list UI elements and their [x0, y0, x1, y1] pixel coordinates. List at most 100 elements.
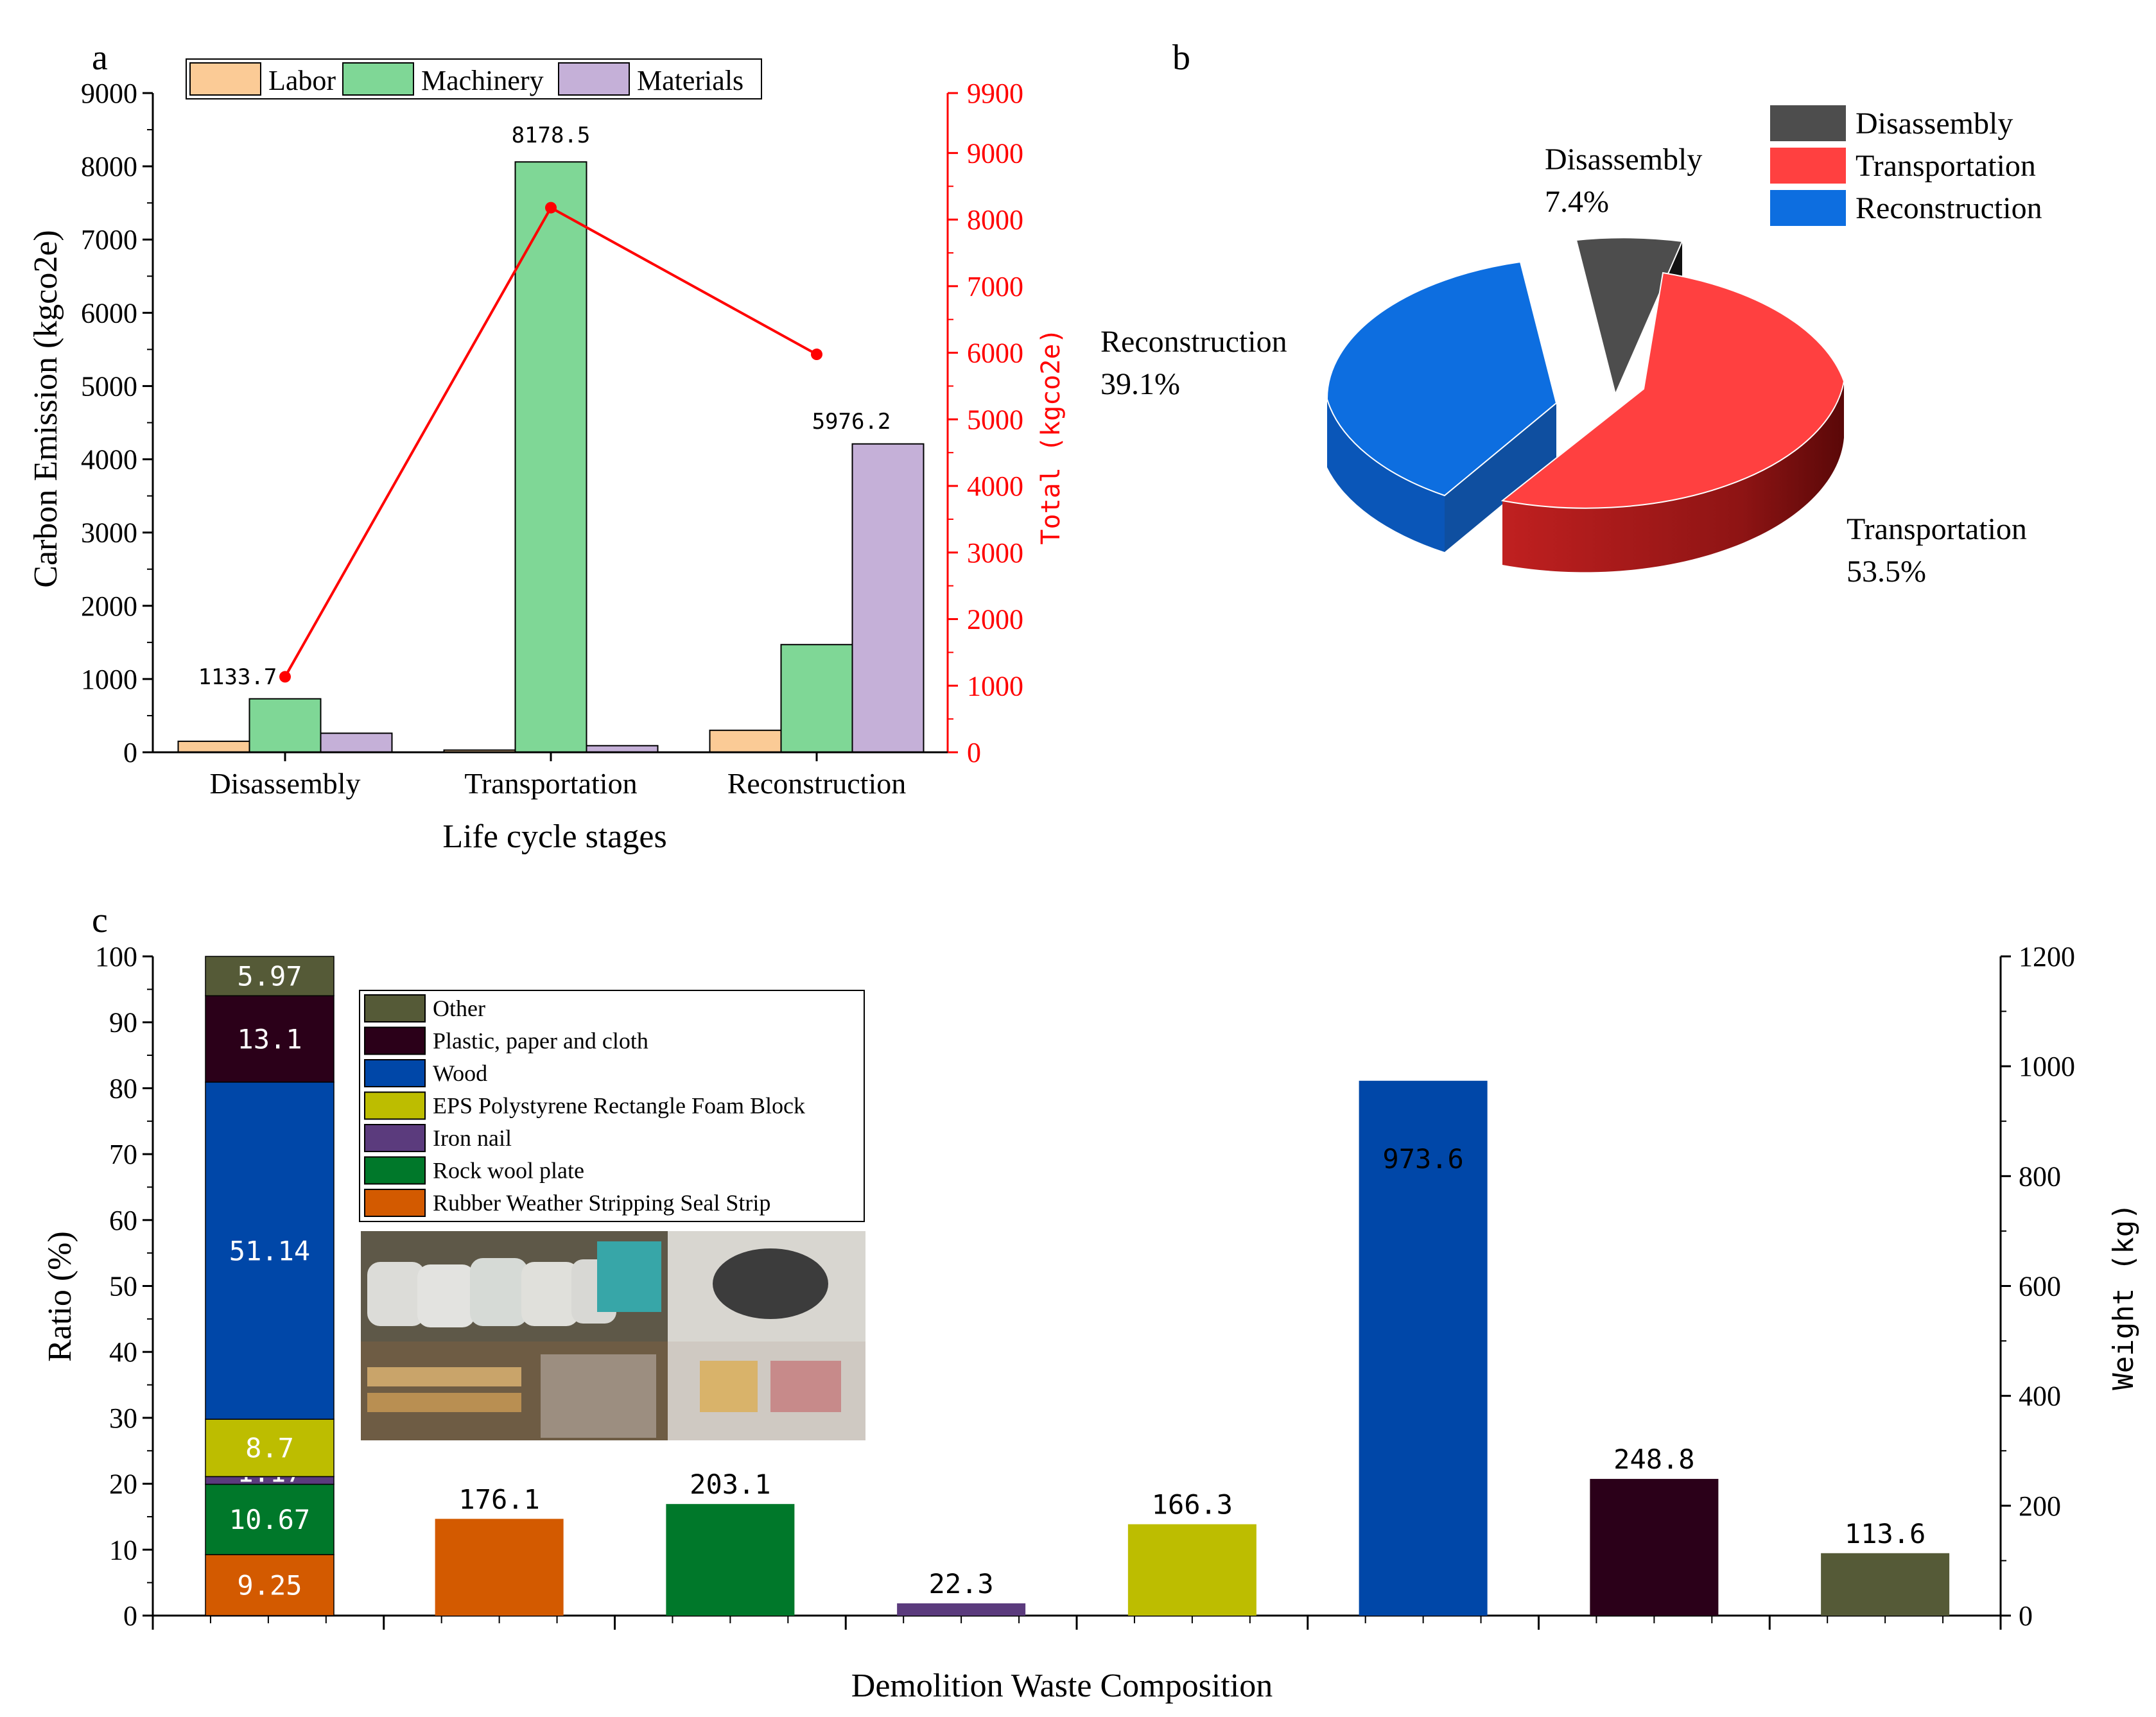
c-y-tick-label: 80	[109, 1073, 137, 1104]
y2-tick-label: 4000	[967, 470, 1023, 502]
weight-bar-rock-wool-label: 203.1	[690, 1469, 770, 1500]
c-y-tick-label: 20	[109, 1469, 137, 1500]
legend-label-wood: Wood	[433, 1060, 487, 1086]
photo-bag	[417, 1264, 475, 1327]
bar-machinery	[248, 698, 322, 753]
panel-a-y2-axis-title: Total (kgco2e)	[1036, 328, 1066, 544]
c-y-tick-label: 60	[109, 1205, 137, 1236]
legend-swatch-iron-nail	[364, 1124, 426, 1152]
legend-swatch-other	[364, 994, 426, 1022]
legend-swatch-disassembly	[1770, 105, 1846, 141]
weight-bar-eps-label: 166.3	[1152, 1489, 1233, 1521]
photo-mixed-item	[700, 1361, 758, 1412]
segment-rubber-label: 9.25	[237, 1570, 302, 1601]
y-tick-label: 5000	[81, 370, 137, 402]
c-y2-tick-label: 600	[2019, 1271, 2061, 1302]
c-y-tick-label: 70	[109, 1139, 137, 1170]
x-tick-label: Reconstruction	[727, 767, 907, 800]
weight-bar-rock-wool	[666, 1504, 795, 1616]
segment-wood	[205, 1082, 335, 1420]
y-tick-label: 4000	[81, 444, 137, 476]
panel-c-chart: c 01020304050607080901000200400600800100…	[42, 901, 2140, 1704]
pie-label-reconstruction-name: Reconstruction	[1100, 325, 1287, 359]
c-y2-tick-label: 1200	[2019, 941, 2075, 972]
weight-bar-plastic	[1590, 1479, 1719, 1616]
y-tick-label: 3000	[81, 517, 137, 549]
panel-a-x-axis-title: Life cycle stages	[442, 818, 666, 855]
pie-slice-transportation	[1500, 272, 1845, 573]
c-y-tick-label: 100	[95, 941, 137, 972]
legend-swatch-labor	[189, 62, 261, 96]
y2-tick-label: 9000	[967, 137, 1023, 169]
legend-swatch-plastic	[364, 1026, 426, 1055]
pie-label-disassembly-name: Disassembly	[1545, 142, 1702, 177]
weight-bar-iron-nail	[897, 1603, 1026, 1616]
photo-foam-blocks	[597, 1241, 661, 1312]
photo-bag	[367, 1262, 425, 1326]
total-point	[811, 349, 822, 361]
total-point	[545, 202, 557, 214]
legend-swatch-materials	[558, 62, 630, 96]
total-data-label: 1133.7	[198, 664, 277, 690]
segment-plastic	[205, 995, 335, 1083]
legend-label-iron-nail: Iron nail	[433, 1125, 512, 1151]
panel-a-bars	[177, 161, 925, 754]
y2-tick-label: 1000	[967, 670, 1023, 702]
pie-side-transportation	[1502, 381, 1844, 573]
y2-tick-label: 8000	[967, 204, 1023, 236]
c-y2-tick-label: 800	[2019, 1160, 2061, 1192]
weight-bar-plastic-label: 248.8	[1613, 1444, 1694, 1475]
segment-other	[205, 956, 335, 997]
pie-label-disassembly-pct: 7.4%	[1545, 185, 1609, 219]
total-data-label: 5976.2	[812, 409, 891, 435]
panel-a-right-axis: 0 1000 2000 3000 4000 5000 6000 7000 8000 9000 990…	[946, 78, 1023, 768]
bar-labor	[709, 729, 782, 754]
legend-label-machinery: Machinery	[421, 65, 544, 96]
bar-labor	[177, 740, 250, 753]
pie-slice-reconstruction	[1326, 261, 1558, 552]
legend-label-reconstruction: Reconstruction	[1856, 191, 2042, 225]
panel-c-weight-bars: 176.1 203.1 22.3 166.3 973.6 248.8 113.6	[435, 1080, 1950, 1616]
total-data-label: 8178.5	[512, 123, 591, 148]
pie-top-reconstruction	[1326, 261, 1558, 497]
pie-side-reconstruction-inner	[1445, 403, 1556, 552]
panel-a-letter: a	[92, 38, 108, 78]
c-y-tick-label: 50	[109, 1271, 137, 1302]
legend-swatch-wood	[364, 1059, 426, 1087]
legend-label-rock-wool: Rock wool plate	[433, 1158, 584, 1184]
pie-slice-disassembly	[1575, 237, 1683, 397]
segment-wood-label: 51.14	[229, 1235, 310, 1266]
pie-label-reconstruction-pct: 39.1%	[1100, 367, 1180, 401]
segment-eps	[205, 1419, 335, 1478]
weight-bar-other	[1821, 1553, 1950, 1616]
legend-swatch-eps	[364, 1091, 426, 1120]
weight-bar-eps	[1127, 1524, 1256, 1616]
c-y-tick-label: 10	[109, 1534, 137, 1566]
weight-bar-wood	[1359, 1080, 1488, 1616]
y2-tick-label: 9900	[967, 78, 1023, 109]
legend-label-materials: Materials	[637, 65, 743, 96]
photo-rubber-coil	[713, 1248, 828, 1319]
panel-c-y-axis-title: Ratio (%)	[42, 1231, 78, 1362]
legend-label-plastic: Plastic, paper and cloth	[433, 1028, 648, 1054]
legend-swatch-reconstruction	[1770, 190, 1846, 226]
panel-c-y2-axis-title: Weight (kg)	[2107, 1203, 2140, 1390]
panel-a-total-line: 1133.7 8178.5 5976.2	[198, 123, 891, 690]
y2-tick-label: 3000	[967, 537, 1023, 569]
legend-label-eps: EPS Polystyrene Rectangle Foam Block	[433, 1093, 805, 1119]
weight-bar-rubber	[435, 1519, 564, 1616]
c-y-tick-label: 30	[109, 1402, 137, 1434]
segment-rubber	[205, 1554, 335, 1616]
segment-rock-wool-label: 10.67	[229, 1504, 310, 1535]
legend-label-disassembly: Disassembly	[1856, 107, 2013, 141]
x-tick-label: Transportation	[464, 767, 637, 800]
legend-swatch-rubber	[364, 1189, 426, 1217]
legend-label-rubber: Rubber Weather Stripping Seal Strip	[433, 1190, 770, 1216]
bar-materials	[586, 745, 659, 753]
y2-tick-label: 0	[967, 737, 981, 768]
panel-a-chart: a 0100020003000400050006000700080009000 …	[28, 38, 1066, 855]
legend-swatch-transportation	[1770, 148, 1846, 184]
photo-wood-pile	[367, 1367, 521, 1386]
weight-bar-wood-label: 973.6	[1382, 1143, 1463, 1175]
